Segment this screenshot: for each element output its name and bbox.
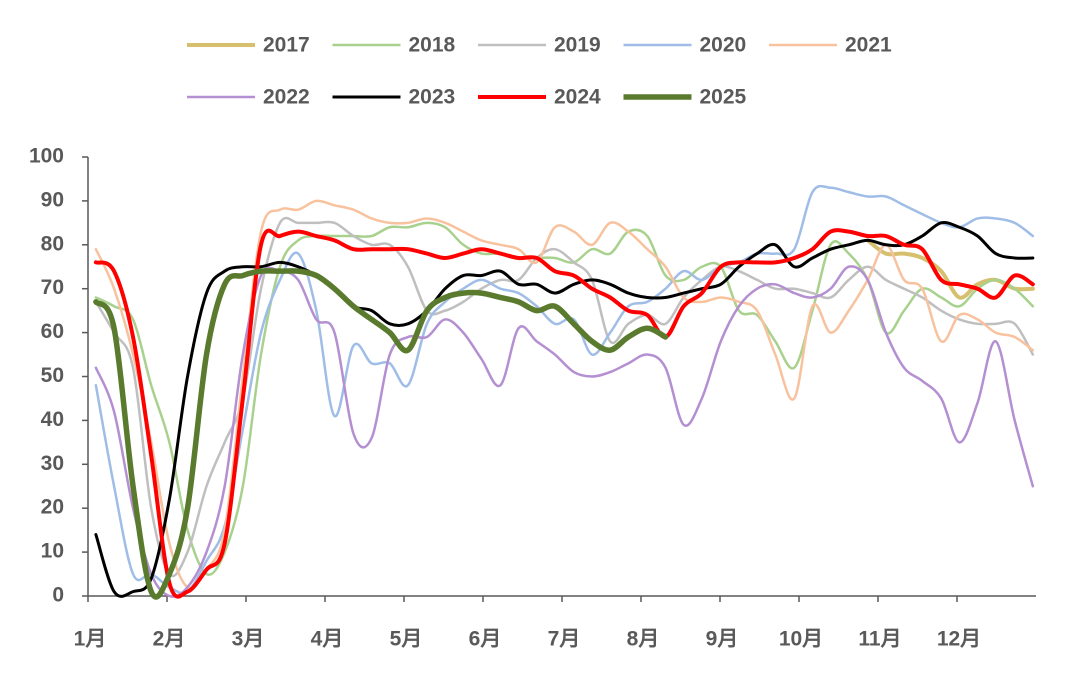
y-tick-label: 80 [41, 232, 64, 255]
legend-label: 2020 [700, 34, 747, 57]
legend-label: 2017 [263, 34, 310, 57]
legend-label: 2024 [554, 86, 601, 109]
x-tick-label: 2月 [153, 628, 186, 651]
x-tick-label: 11月 [858, 628, 901, 651]
x-tick-label: 12月 [937, 628, 981, 651]
x-tick-label: 7月 [548, 628, 581, 651]
series-line [93, 268, 669, 600]
x-tick-label: 5月 [390, 628, 423, 651]
series-line [865, 238, 1035, 300]
x-tick-label: 6月 [469, 628, 502, 651]
x-tick-label: 3月 [232, 628, 265, 651]
legend-label: 2022 [263, 86, 310, 109]
y-tick-label: 30 [41, 452, 64, 475]
x-tick-label: 4月 [311, 628, 344, 651]
series-line [94, 199, 1035, 590]
y-tick-label: 100 [29, 145, 64, 168]
y-tick-label: 60 [41, 320, 64, 343]
legend-label: 2021 [845, 34, 892, 57]
y-tick-label: 0 [52, 584, 64, 607]
series-line [94, 265, 1035, 598]
x-tick-label: 9月 [706, 628, 739, 651]
x-tick-label: 10月 [779, 628, 823, 651]
series-line [94, 184, 1035, 595]
series-line [93, 228, 1035, 599]
y-tick-label: 70 [41, 276, 64, 299]
legend-label: 2023 [409, 86, 456, 109]
y-tick-label: 40 [41, 408, 64, 431]
legend-label: 2025 [700, 86, 747, 109]
legend-label: 2018 [409, 34, 456, 57]
y-tick-label: 20 [41, 496, 64, 519]
y-tick-label: 50 [41, 364, 64, 387]
legend-label: 2019 [554, 34, 601, 57]
x-tick-label: 8月 [627, 628, 660, 651]
y-tick-label: 90 [41, 188, 64, 211]
series-line [94, 221, 1035, 598]
x-tick-label: 1月 [74, 628, 107, 651]
y-tick-label: 10 [41, 540, 64, 563]
